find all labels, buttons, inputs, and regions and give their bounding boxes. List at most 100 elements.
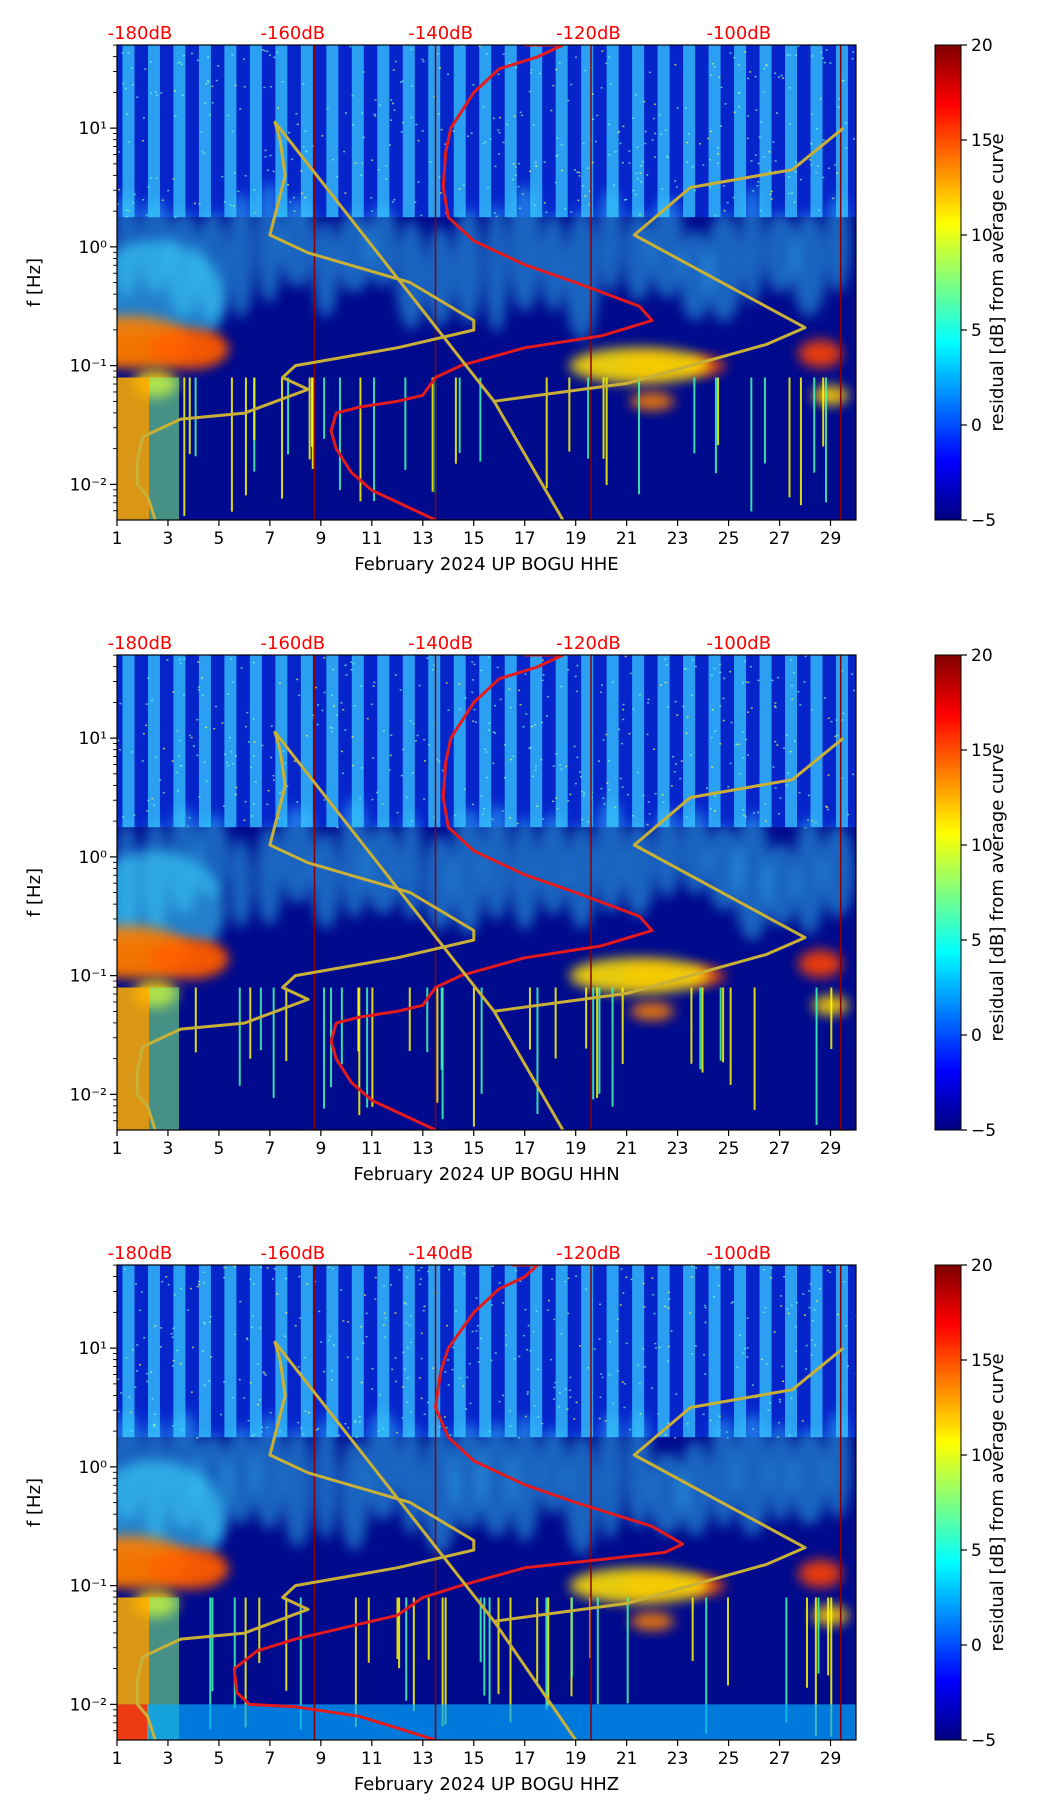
speckle <box>494 1352 497 1354</box>
speckle <box>835 719 838 721</box>
speckle <box>733 56 736 59</box>
speckle <box>570 83 573 86</box>
speckle <box>237 190 240 193</box>
speckle <box>418 1377 421 1379</box>
speckle <box>231 54 234 56</box>
speckle <box>600 787 603 790</box>
speckle <box>630 1278 633 1281</box>
speckle <box>558 1391 561 1394</box>
speckle <box>388 144 391 146</box>
day-stripe <box>351 45 364 218</box>
speckle <box>702 1413 705 1416</box>
speckle <box>385 178 388 180</box>
speckle <box>276 1293 279 1295</box>
speckle <box>646 174 649 176</box>
x-tick-label: 13 <box>412 1749 434 1769</box>
mid-band-haze <box>733 813 772 941</box>
mid-band-haze <box>564 1434 599 1556</box>
day-stripe <box>683 1265 696 1438</box>
speckle <box>351 736 354 738</box>
event-spike <box>454 377 457 464</box>
speckle <box>338 1434 341 1437</box>
speckle <box>851 57 854 60</box>
speckle <box>201 694 204 697</box>
speckle <box>476 1347 479 1349</box>
speckle <box>845 147 848 150</box>
speckle <box>755 109 758 111</box>
speckle <box>820 51 823 54</box>
speckle <box>853 689 856 692</box>
x-tick-label: 5 <box>214 529 225 549</box>
speckle <box>452 130 455 132</box>
speckle <box>330 731 333 733</box>
speckle <box>172 1327 175 1330</box>
event-spike <box>323 987 326 1109</box>
speckle <box>332 1268 335 1270</box>
speckle <box>607 123 610 126</box>
speckle <box>841 79 844 82</box>
speckle <box>623 1406 626 1409</box>
speckle <box>587 1367 590 1369</box>
speckle <box>305 734 308 737</box>
speckle <box>452 1346 455 1349</box>
colorbar-tick-label: 0 <box>971 1636 982 1656</box>
speckle <box>266 50 269 53</box>
day-stripe <box>581 655 594 828</box>
event-spike <box>528 987 531 1050</box>
speckle <box>490 1359 493 1362</box>
speckle <box>117 1411 120 1413</box>
speckle <box>345 674 348 676</box>
speckle <box>601 1376 604 1379</box>
day-stripe <box>428 45 441 218</box>
speckle <box>658 1346 661 1349</box>
speckle <box>827 167 830 170</box>
speckle <box>161 1280 164 1283</box>
speckle <box>774 787 777 789</box>
colorbar-tick-label: 15 <box>971 1351 993 1371</box>
speckle <box>208 1380 211 1382</box>
x-tick-label: 27 <box>769 1139 791 1159</box>
speckle <box>841 669 844 672</box>
speckle <box>354 162 357 164</box>
speckle <box>558 1405 561 1408</box>
speckle <box>729 52 732 54</box>
speckle <box>553 1398 556 1400</box>
day-stripe <box>402 1265 415 1438</box>
microseism-blob <box>798 1559 843 1588</box>
speckle <box>134 1283 137 1285</box>
speckle <box>842 79 845 82</box>
speckle <box>509 1425 512 1427</box>
speckle <box>746 1347 749 1349</box>
speckle <box>652 1293 655 1296</box>
speckle <box>704 1373 707 1375</box>
speckle <box>276 51 279 54</box>
speckle <box>830 720 833 723</box>
speckle <box>472 84 475 86</box>
speckle <box>518 1355 521 1358</box>
speckle <box>240 667 243 669</box>
speckle <box>312 145 315 147</box>
speckle <box>150 1371 153 1373</box>
speckle <box>346 1356 349 1359</box>
speckle <box>786 1308 789 1310</box>
speckle <box>780 74 783 77</box>
speckle <box>515 66 518 69</box>
speckle <box>202 1271 205 1274</box>
speckle <box>479 1337 482 1340</box>
speckle <box>685 667 688 670</box>
speckle <box>273 56 276 59</box>
speckle <box>420 214 423 217</box>
speckle <box>155 94 158 96</box>
speckle <box>469 1402 472 1405</box>
colorbar-tick-label: 15 <box>971 131 993 151</box>
speckle <box>583 792 586 794</box>
speckle <box>308 1411 311 1414</box>
speckle <box>285 1277 288 1280</box>
speckle <box>537 1416 540 1418</box>
y-tick-label: 10⁰ <box>79 1458 108 1478</box>
speckle <box>622 708 625 711</box>
speckle <box>394 674 397 676</box>
mid-band-haze <box>824 1411 851 1519</box>
speckle <box>300 1427 303 1429</box>
speckle <box>732 196 735 199</box>
